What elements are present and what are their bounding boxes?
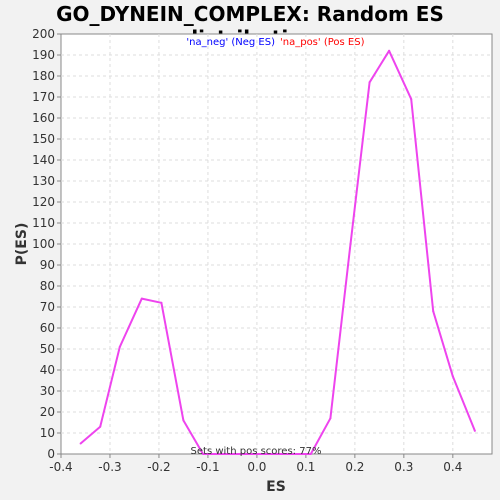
- y-tick-label: 200: [32, 27, 55, 41]
- x-tick-label: 0.0: [247, 460, 266, 474]
- y-tick-label: 100: [32, 237, 55, 251]
- data-point: [410, 98, 412, 100]
- y-tick-label: 20: [40, 405, 55, 419]
- y-tick-label: 30: [40, 384, 55, 398]
- data-point: [160, 302, 162, 304]
- y-tick-label: 60: [40, 321, 55, 335]
- y-tick-label: 10: [40, 426, 55, 440]
- y-tick-label: 150: [32, 132, 55, 146]
- y-axis-label: P(ES): [14, 223, 30, 266]
- x-tick-label: -0.2: [147, 460, 170, 474]
- y-tick-label: 160: [32, 111, 55, 125]
- data-point: [432, 310, 434, 312]
- x-tick-label: -0.1: [196, 460, 219, 474]
- x-tick-label: -0.3: [98, 460, 121, 474]
- y-tick-label: 40: [40, 363, 55, 377]
- data-point: [182, 419, 184, 421]
- x-tick-label: 0.3: [394, 460, 413, 474]
- y-tick-label: 190: [32, 48, 55, 62]
- y-axis-ticks: 0 10 20 30 40 50 60 70 80 90 100 110 120 130 140 150 160…: [32, 27, 61, 461]
- y-tick-label: 110: [32, 216, 55, 230]
- data-point: [119, 346, 121, 348]
- y-tick-label: 120: [32, 195, 55, 209]
- x-tick-label: 0.1: [296, 460, 315, 474]
- y-tick-label: 140: [32, 153, 55, 167]
- data-point: [141, 298, 143, 300]
- data-point: [99, 426, 101, 428]
- x-tick-label: -0.4: [49, 460, 72, 474]
- data-point: [388, 50, 390, 52]
- x-tick-label: 0.2: [345, 460, 364, 474]
- annotation-pos-scores: Sets with pos scores: 77%: [191, 446, 322, 457]
- y-tick-label: 70: [40, 300, 55, 314]
- y-tick-label: 90: [40, 258, 55, 272]
- y-tick-label: 50: [40, 342, 55, 356]
- y-tick-label: 130: [32, 174, 55, 188]
- data-point: [369, 81, 371, 83]
- legend-entry-pos: 'na_pos' (Pos ES): [280, 37, 365, 48]
- data-point: [329, 417, 331, 419]
- data-point: [349, 247, 351, 249]
- y-tick-label: 0: [47, 447, 55, 461]
- data-point: [80, 443, 82, 445]
- x-axis-ticks: -0.4 -0.3 -0.2 -0.1 0.0 0.1 0.2 0.3 0.4: [49, 454, 462, 474]
- x-axis-label: ES: [266, 479, 286, 495]
- data-point: [474, 430, 476, 432]
- x-tick-label: 0.4: [443, 460, 462, 474]
- y-tick-label: 170: [32, 90, 55, 104]
- y-tick-label: 80: [40, 279, 55, 293]
- y-tick-label: 180: [32, 69, 55, 83]
- data-point: [452, 375, 454, 377]
- legend-entry-neg: 'na_neg' (Neg ES): [186, 37, 275, 48]
